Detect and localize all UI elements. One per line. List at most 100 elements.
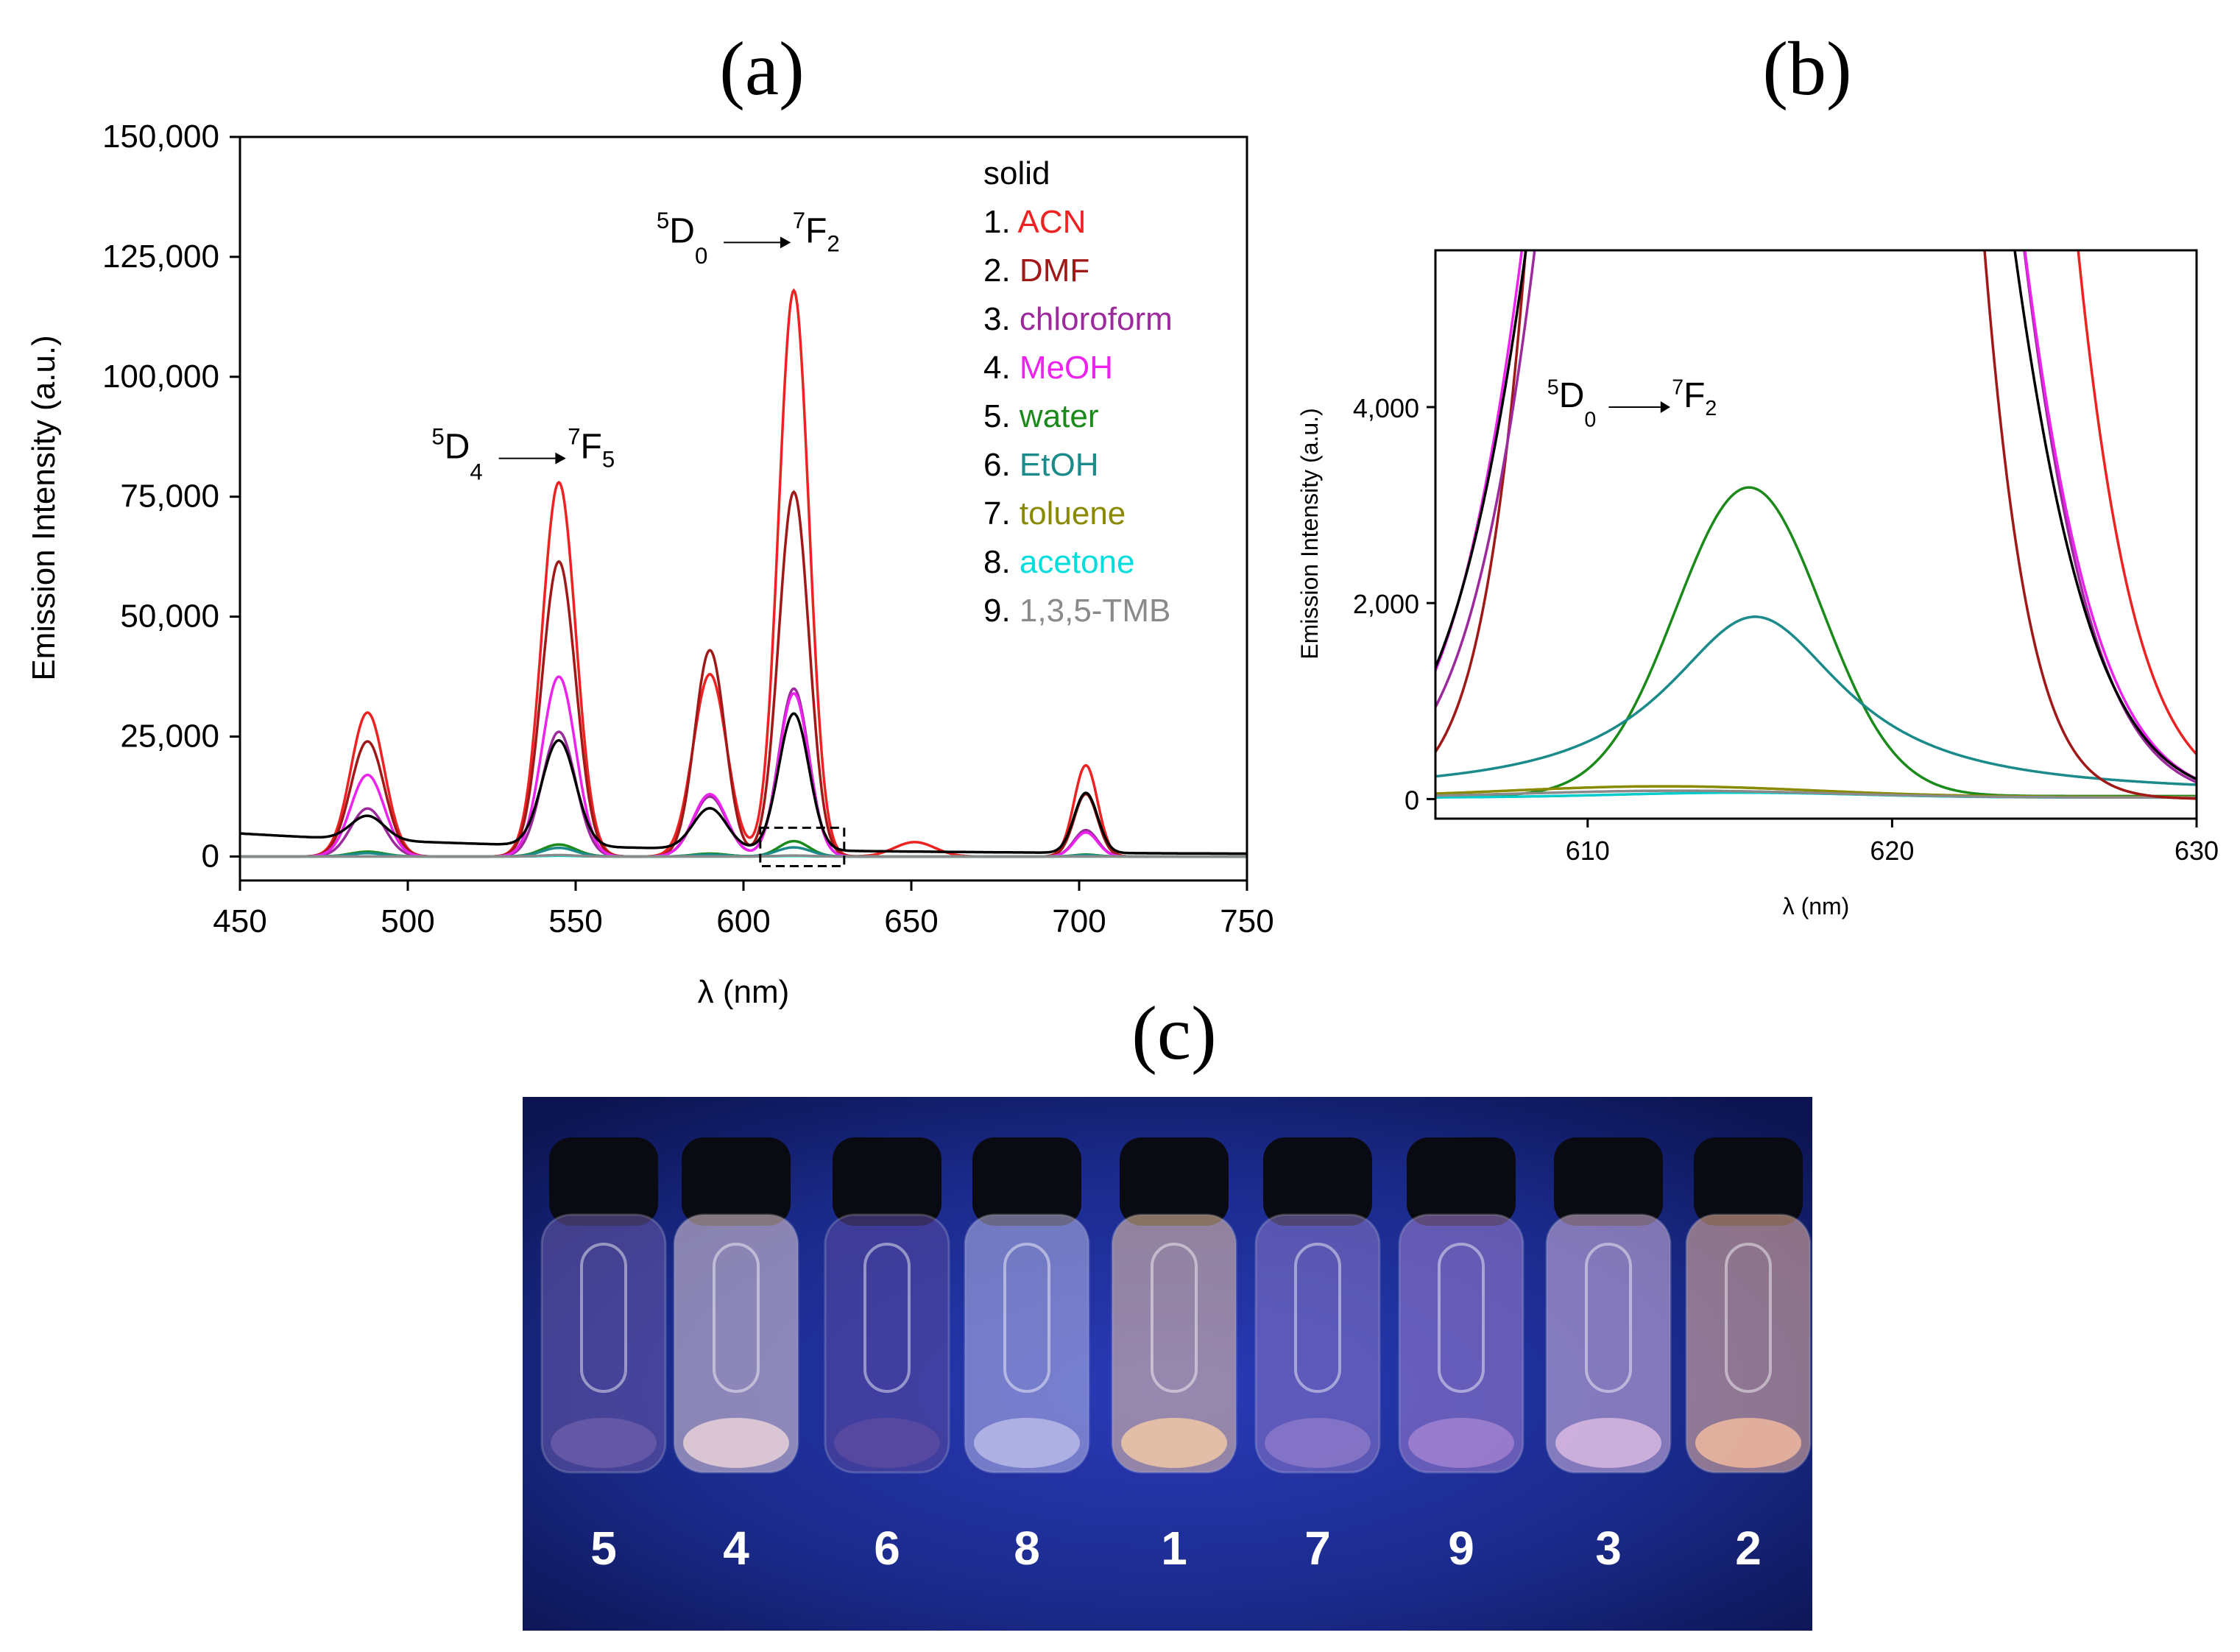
vial-cap [833, 1137, 941, 1226]
chart-b-ylabel: Emission Intensity (a.u.) [1296, 408, 1323, 659]
vial-number-label: 4 [723, 1522, 749, 1575]
vial-body [824, 1213, 950, 1474]
x-tick-label: 500 [381, 903, 434, 939]
chart-a-inset-box [759, 826, 846, 867]
y-tick-label: 0 [202, 838, 219, 874]
vial-cap [682, 1137, 791, 1226]
series-line-acn [2077, 250, 2197, 755]
vial-number-label: 2 [1735, 1522, 1762, 1575]
chart-a-xlabel: λ (nm) [698, 974, 790, 1010]
transition-label-final: 7F2 [1672, 375, 1717, 420]
vial-glow [1121, 1418, 1227, 1468]
vials-photo: 5 4 6 8 1 7 9 3 2 [523, 1097, 1812, 1631]
vial-cap [1120, 1137, 1229, 1226]
series-line-meoh [1435, 250, 2197, 780]
legend-item: 1. ACN [983, 204, 1086, 240]
x-tick-label: 630 [2174, 836, 2219, 866]
transition-arrowhead [1660, 400, 1670, 413]
panel-label-a: (a) [719, 27, 804, 111]
vial-body [1111, 1213, 1237, 1474]
chart-a-ylabel: Emission Intensity (a.u.) [26, 335, 62, 681]
transition-arrowhead [780, 236, 791, 249]
vial-stirbar [1151, 1243, 1198, 1393]
vial-labels: 5 4 6 8 1 7 9 3 2 [590, 1522, 1762, 1575]
series-line-dmf [1435, 250, 2197, 800]
y-tick-label: 25,000 [120, 719, 219, 755]
legend-items: 1. ACN 2. DMF 3. chloroform 4. MeOH 5. water… [983, 204, 1173, 629]
chart-a-x-ticks: 450 500 550 600 650 700 750 [213, 880, 1274, 939]
chart-b: 610 620 630 0 2,000 4,000 λ (nm) Emission In… [1296, 249, 2219, 919]
vial-glow [834, 1418, 940, 1468]
chart-a-y-ticks: 0 25,000 50,000 75,000 100,000 125,000 150,000 [102, 119, 240, 874]
vial-stirbar [1725, 1243, 1772, 1393]
vial-stirbar [863, 1243, 911, 1393]
legend-item: 7. toluene [983, 495, 1126, 532]
vial-number-label: 1 [1161, 1522, 1187, 1575]
y-tick-label: 50,000 [120, 599, 219, 635]
chart-a-legend: solid 1. ACN 2. DMF 3. chloroform 4. MeOH 5.… [983, 155, 1173, 629]
vial-body [1254, 1213, 1381, 1474]
series-line-1-3-5-tmb [1435, 789, 2197, 799]
x-tick-label: 750 [1220, 903, 1273, 939]
vial-body [1545, 1213, 1672, 1474]
vial-stirbar [713, 1243, 760, 1393]
chart-b-x-ticks: 610 620 630 [1566, 819, 2219, 866]
legend-item: 3. chloroform [983, 301, 1173, 337]
vial-stirbar [1003, 1243, 1050, 1393]
legend-item: 2. DMF [983, 253, 1089, 289]
vial-glow [974, 1418, 1080, 1468]
vial-cap [972, 1137, 1081, 1226]
x-tick-label: 650 [884, 903, 938, 939]
vial-glow [1555, 1418, 1661, 1468]
chart-b-y-ticks: 0 2,000 4,000 [1353, 393, 1435, 815]
panel-label-c: (c) [1131, 991, 1216, 1076]
transition-label-final: 7F2 [793, 208, 840, 256]
y-tick-label: 4,000 [1353, 393, 1419, 423]
transition-label: 5D0 [657, 208, 707, 269]
y-tick-label: 0 [1405, 785, 1419, 815]
vial-number-label: 6 [874, 1522, 900, 1575]
legend-item: 9. 1,3,5-TMB [983, 593, 1170, 629]
y-tick-label: 75,000 [120, 479, 219, 515]
transition-label-final: 7F5 [568, 423, 615, 472]
panel-label-b: (b) [1762, 27, 1851, 111]
vial-body [1398, 1213, 1524, 1474]
vial-cap [1554, 1137, 1663, 1226]
x-tick-label: 620 [1870, 836, 1914, 866]
legend-item: 8. acetone [983, 544, 1135, 580]
chart-b-series-group [1435, 250, 2197, 800]
vial-body [964, 1213, 1090, 1474]
vial-glow [1408, 1418, 1514, 1468]
vial-number-label: 9 [1448, 1522, 1474, 1575]
vial-cap [1407, 1137, 1516, 1226]
vial-stirbar [1294, 1243, 1341, 1393]
series-line-solid [240, 712, 1247, 855]
chart-a-series-group [240, 288, 1247, 858]
y-tick-label: 2,000 [1353, 589, 1419, 619]
vial-stirbar [580, 1243, 627, 1393]
vial-number-label: 8 [1014, 1522, 1040, 1575]
x-tick-label: 550 [548, 903, 602, 939]
vial-stirbar [1585, 1243, 1632, 1393]
chart-b-annotations: 5D0 7F2 [1547, 375, 1717, 431]
series-line-chloroform [1435, 250, 2197, 784]
vial-glow [683, 1418, 789, 1468]
chart-b-xlabel: λ (nm) [1783, 893, 1850, 919]
transition-label: 5D0 [1547, 375, 1596, 431]
series-line-9-1-3-5-tmb [240, 853, 1247, 858]
legend-item: 4. MeOH [983, 350, 1113, 386]
vial-glow [551, 1418, 657, 1468]
y-tick-label: 125,000 [102, 239, 219, 275]
legend-item: 5. water [983, 398, 1099, 434]
series-line-etoh [1435, 615, 2197, 786]
chart-b-frame [1434, 249, 2198, 820]
vial-number-label: 5 [590, 1522, 617, 1575]
y-tick-label: 100,000 [102, 359, 219, 395]
vial-body [673, 1213, 799, 1474]
x-tick-label: 450 [213, 903, 266, 939]
y-tick-label: 150,000 [102, 119, 219, 155]
legend-item: 6. EtOH [983, 447, 1099, 483]
vial-number-label: 3 [1595, 1522, 1622, 1575]
vial-glow [1695, 1418, 1801, 1468]
